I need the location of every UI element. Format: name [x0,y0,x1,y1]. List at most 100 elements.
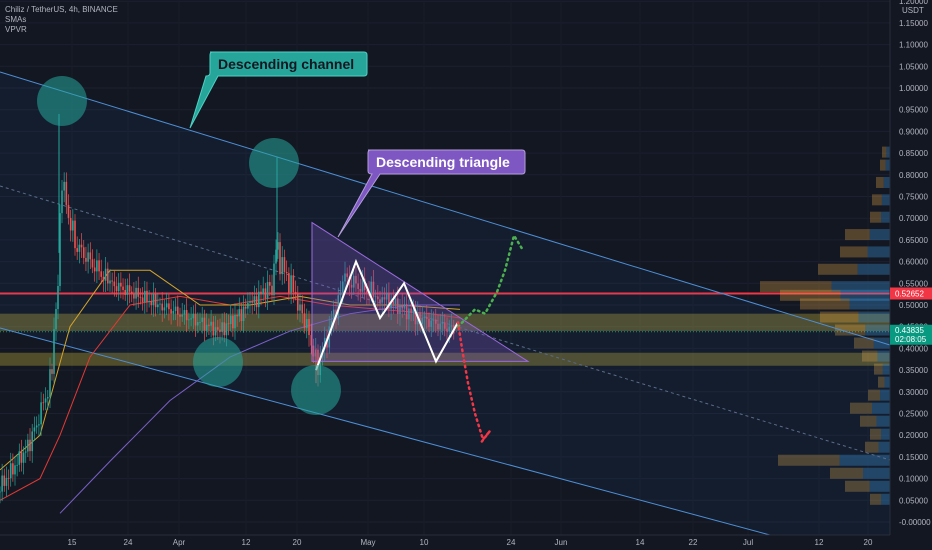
candle-body [18,451,21,465]
candle-body [67,204,70,218]
candle-body [122,286,124,291]
candle-body [20,451,23,463]
candle-body [185,310,188,321]
price-tick-label: 1.00000 [899,84,928,93]
candle-body [111,280,113,282]
touch-circle [37,76,87,126]
time-tick-label: 12 [815,538,824,547]
price-tick-label: 0.90000 [899,127,928,136]
candle-body [361,278,364,292]
candle-body [59,213,61,286]
candle-body [113,281,116,287]
candle-body [3,475,6,486]
candle-body [221,322,223,332]
candle-body [414,309,417,325]
candle-body [98,260,100,272]
candle-body [432,319,435,321]
volume-bar-up [818,263,858,275]
candle-body [305,319,308,329]
candle-body [150,301,153,306]
volume-bar-down [878,441,890,453]
candle-body [229,315,232,325]
candle-body [181,314,184,317]
candle-body [216,327,219,330]
time-tick-label: 10 [420,538,429,547]
candle-body [308,319,310,336]
time-tick-label: 20 [293,538,302,547]
candle-body [117,282,120,292]
candle-body [120,282,122,287]
candle-body [262,288,264,295]
price-tick-label: 0.20000 [899,431,928,440]
candle-body [33,427,36,432]
volume-bar-down [872,402,890,414]
volume-bar-down [849,298,890,310]
candle-body [339,292,342,296]
volume-bar-down [884,376,890,388]
indicator-vpvr[interactable]: VPVR [5,25,27,34]
candle-body [44,398,47,403]
candle-body [223,322,226,336]
sma-line-red [0,295,461,501]
candle-body [441,322,444,324]
candle-body [303,313,306,329]
candle-body [49,369,51,398]
candle-body [399,304,401,315]
volume-bar-up [874,363,883,375]
candle-body [312,345,315,357]
time-tick-label: 20 [864,538,873,547]
volume-bar-up [845,480,870,492]
candle-body [192,313,195,319]
candle-body [283,257,286,273]
callout-triangle-text: Descending triangle [376,154,510,170]
candle-body [146,290,148,303]
volume-bar-down [881,428,890,440]
candle-body [366,290,368,293]
candle-body [266,282,269,299]
candle-body [130,291,133,294]
candle-body [76,248,78,252]
zigzag-path [315,258,459,371]
volume-bar-up [868,389,881,401]
projection-bullish [456,232,524,328]
volume-profile [760,146,890,505]
volume-bar-down [867,246,890,258]
candle-body [183,310,186,315]
candle-body [219,329,221,332]
candle-body [35,425,38,428]
symbol-title[interactable]: Chiliz / TetherUS, 4h, BINANCE [5,5,118,14]
candle-body [163,307,166,311]
resistance-price-text: 0.52652 [895,289,924,298]
candle-body [294,291,297,294]
price-tick-label: 0.10000 [899,475,928,484]
candle-body [296,293,299,311]
indicator-sma[interactable]: SMAs [5,15,27,24]
candle-body [379,299,381,303]
candle-body [100,271,103,277]
candle-body [65,181,68,205]
touch-circle [193,337,243,387]
volume-bar-up [835,324,866,336]
time-axis[interactable]: 15 24 Apr 12 20 May 10 24 Jun 14 22 Jul 12 20 [0,534,890,547]
candle-body [394,298,397,305]
candle-body [421,317,424,325]
candle-body [405,303,408,320]
candle-body [244,306,247,309]
candle-body [208,324,210,326]
candle-body [247,302,249,309]
candle-body [12,463,14,475]
candle-body [179,314,181,317]
candle-body [346,273,348,277]
volume-bar-up [872,194,882,206]
candle-body [350,284,353,288]
candle-body [253,296,256,303]
triangle-shape [311,221,530,362]
candle-body [139,296,142,298]
price-tick-label: 1.10000 [899,41,928,50]
candle-body [285,272,288,274]
volume-bar-down [876,415,890,427]
candle-body [344,273,346,282]
price-tick-label: 0.55000 [899,279,928,288]
price-tick-label: 0.70000 [899,214,928,223]
